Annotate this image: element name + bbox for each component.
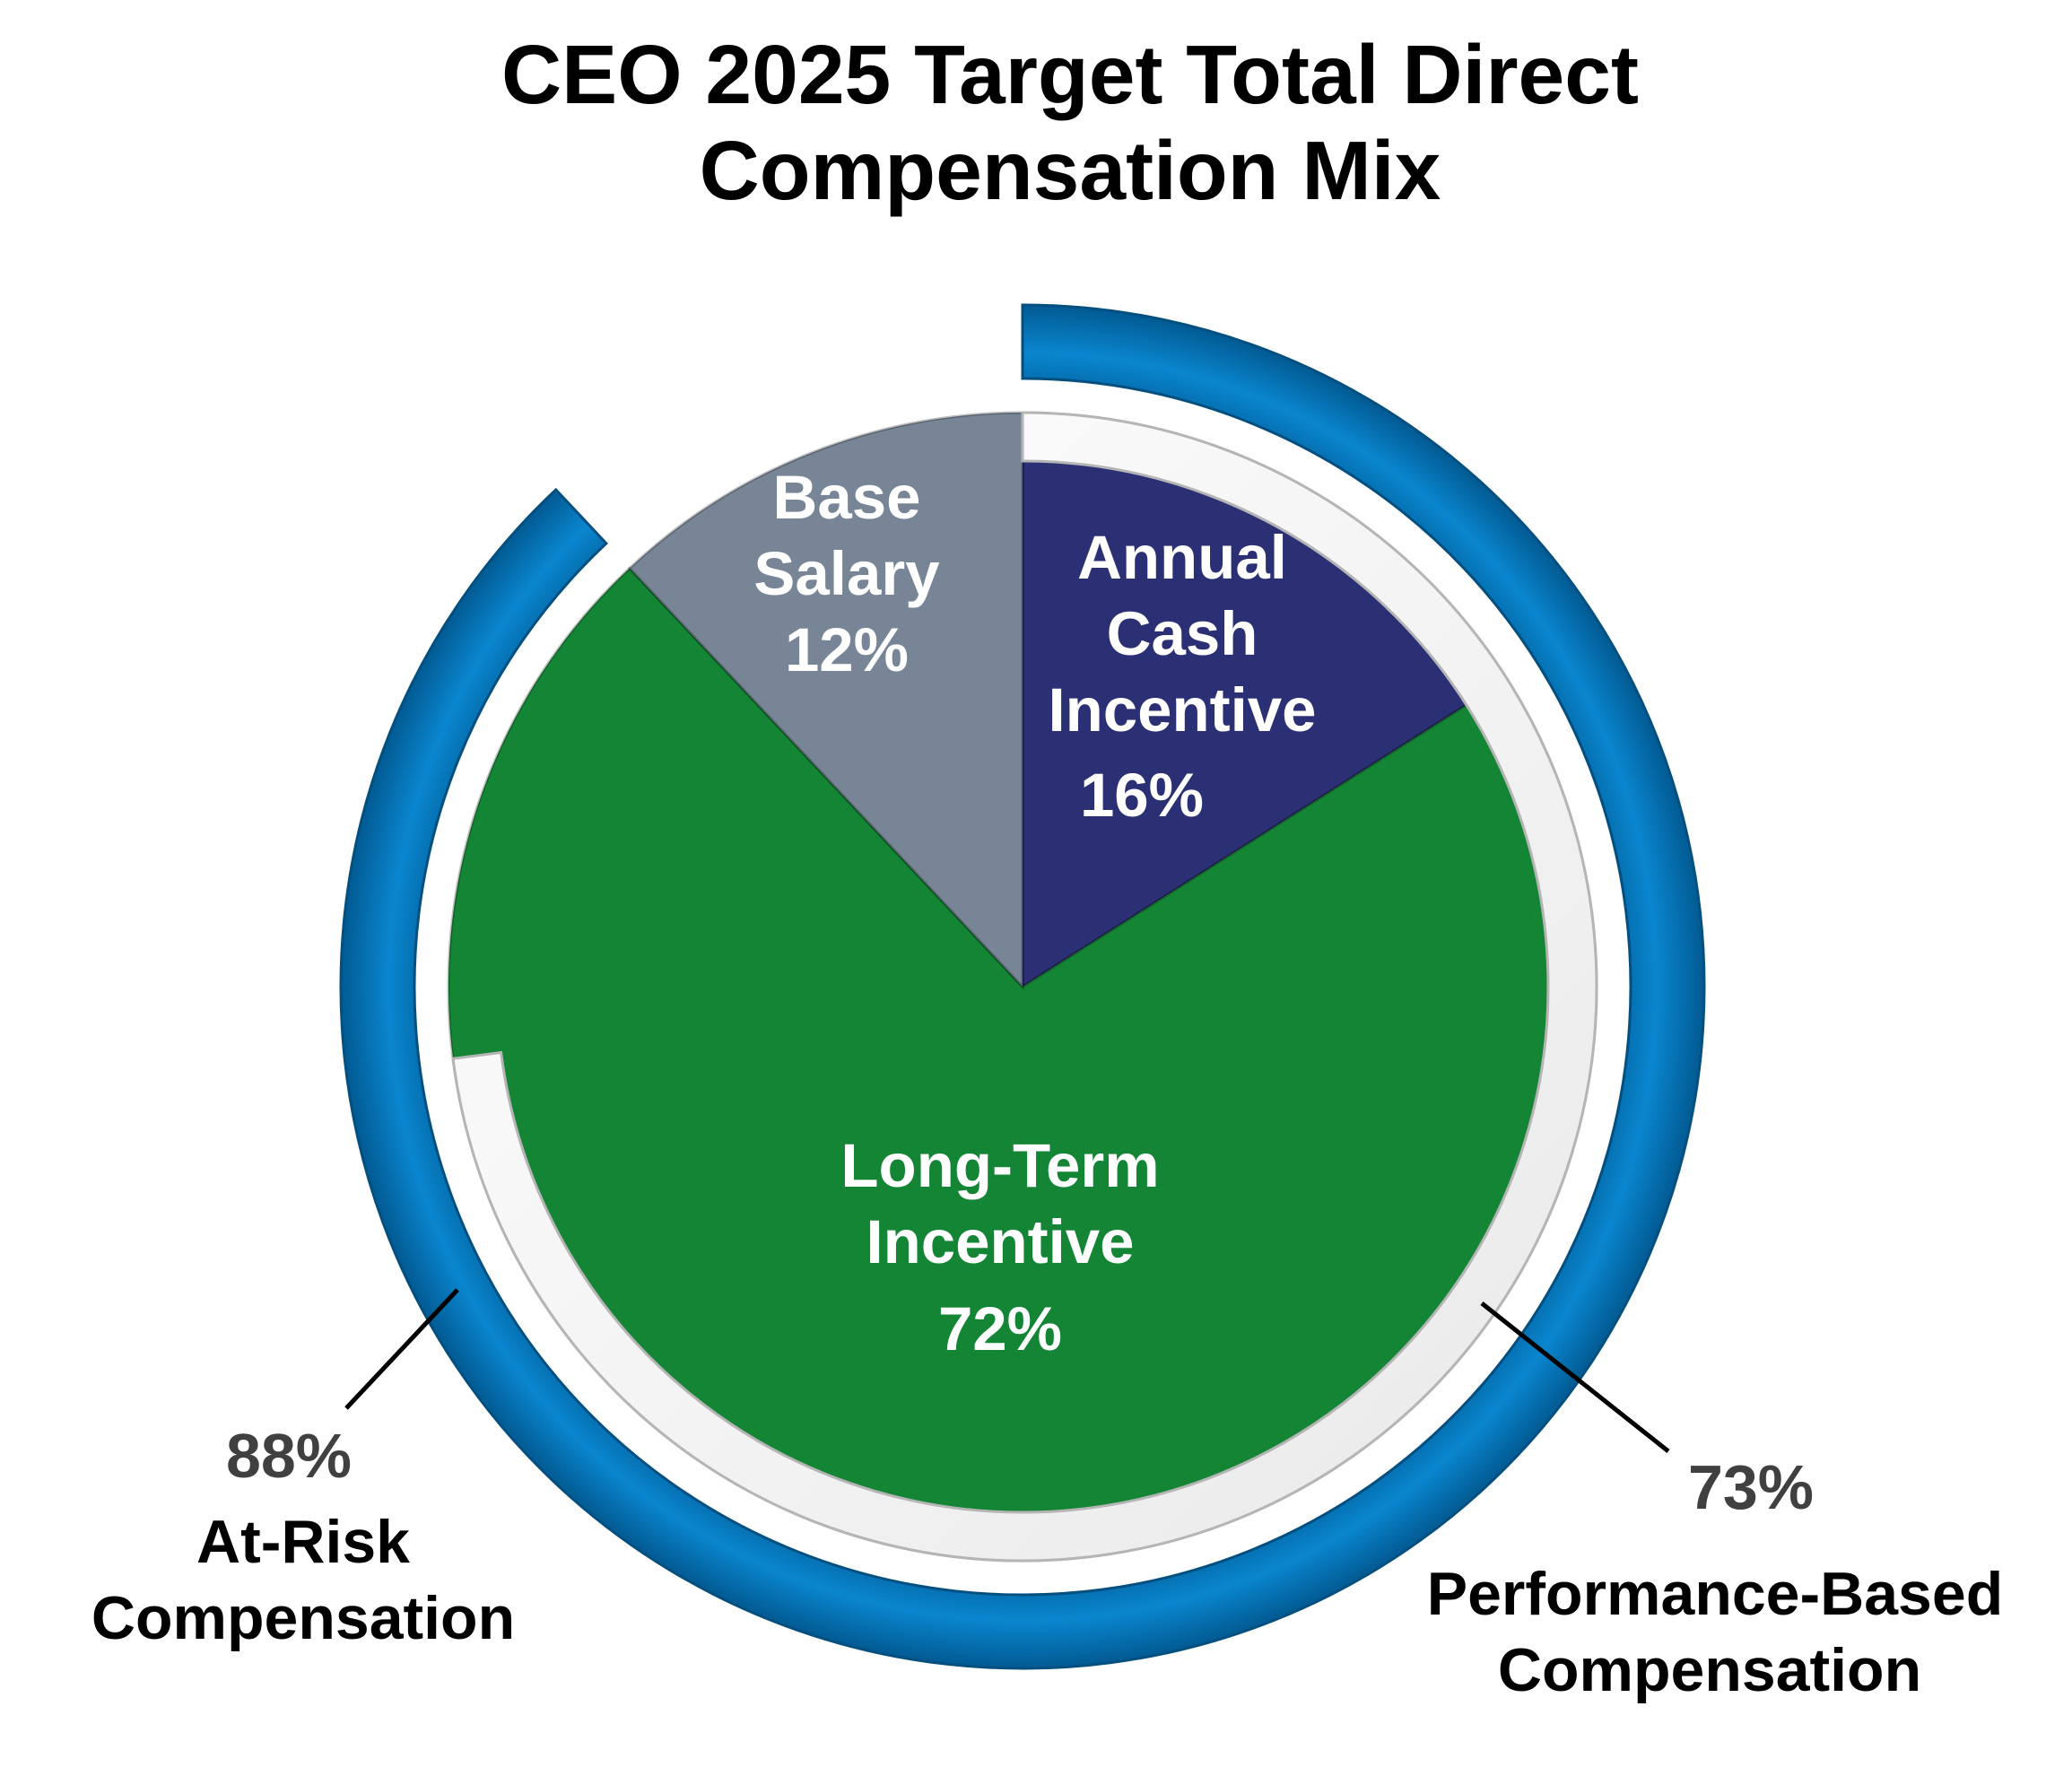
chart-title-line-2: Compensation Mix <box>700 124 1441 217</box>
base-salary-label-line-1: Base <box>773 463 921 532</box>
long-term-incentive-label-line-1: Long-Term <box>840 1131 1159 1200</box>
ring-callouts: 88% At-Risk Compensation 73% Performance… <box>91 1288 2003 1704</box>
performance-based-value-label: 73% <box>1688 1452 1814 1522</box>
annual-cash-incentive-label-line-1: Annual <box>1077 523 1287 592</box>
at-risk-compensation-ring <box>339 303 1706 1670</box>
performance-based-label-line-1: Performance-Based <box>1427 1560 2003 1628</box>
base-salary-value-label: 12% <box>785 615 909 684</box>
performance-based-leader-line <box>1480 1302 1670 1453</box>
long-term-incentive-label-line-2: Incentive <box>866 1207 1134 1276</box>
annual-cash-incentive-value-label: 16% <box>1080 761 1204 830</box>
at-risk-value-label: 88% <box>226 1421 352 1491</box>
at-risk-label-line-1: At-Risk <box>196 1508 410 1576</box>
long-term-incentive-value-label: 72% <box>938 1294 1062 1363</box>
slice-labels: Annual Cash Incentive 16% Base Salary 12… <box>753 463 1316 1363</box>
performance-based-compensation-ring <box>451 411 1598 1563</box>
at-risk-leader-line <box>344 1288 459 1410</box>
at-risk-ring-layer <box>339 303 1706 1670</box>
annual-cash-incentive-label-line-3: Incentive <box>1048 675 1316 744</box>
chart-title-line-1: CEO 2025 Target Total Direct <box>501 28 1639 121</box>
performance-based-label-line-2: Compensation <box>1498 1636 1921 1704</box>
at-risk-label-line-2: Compensation <box>91 1584 515 1652</box>
chart-title: CEO 2025 Target Total Direct Compensatio… <box>501 28 1639 217</box>
annual-cash-incentive-label-line-2: Cash <box>1107 599 1258 668</box>
base-salary-slice <box>627 411 1024 990</box>
base-salary-label-line-2: Salary <box>753 539 939 608</box>
performance-ring-layer <box>451 411 1598 1563</box>
